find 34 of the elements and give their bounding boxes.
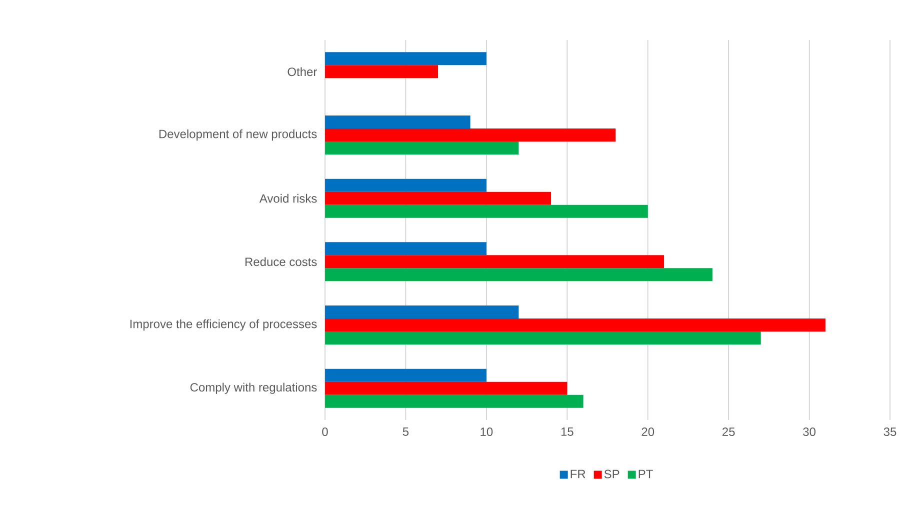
bar: [325, 192, 552, 205]
x-tick-label: 5: [402, 428, 409, 436]
legend-label: SP: [604, 470, 620, 478]
y-tick-label: Other: [288, 67, 317, 76]
bar: [325, 268, 712, 282]
x-tick-label: 15: [561, 428, 574, 436]
bar: [325, 52, 486, 66]
bar: [325, 306, 519, 319]
y-tick-label: Comply with regulations: [190, 382, 317, 394]
bar: [325, 116, 470, 128]
bar: [325, 318, 826, 332]
bar: [325, 394, 584, 408]
bar: [325, 368, 486, 382]
bar: [325, 128, 616, 142]
x-tick-label: 30: [803, 428, 816, 436]
bar: [325, 242, 486, 256]
x-tick-label: 35: [884, 428, 896, 436]
x-tick-label: 0: [322, 428, 328, 436]
bar: [325, 142, 519, 154]
bar: [325, 255, 664, 268]
bar: [325, 178, 486, 192]
y-tick-label: Avoid risks: [259, 194, 317, 203]
bar: [325, 382, 568, 395]
x-tick-label: 10: [480, 428, 493, 436]
y-tick-label: Development of new products: [159, 129, 317, 141]
x-tick-label: 20: [642, 428, 654, 436]
bar: [325, 204, 648, 218]
bar: [325, 65, 438, 78]
y-tick-label: Reduce costs: [245, 257, 317, 266]
legend-label: FR: [570, 470, 586, 478]
y-tick-label: Improve the efficiency of processes: [130, 319, 317, 331]
legend-label: PT: [638, 470, 653, 478]
bar: [325, 332, 761, 345]
x-tick-label: 25: [722, 428, 735, 436]
